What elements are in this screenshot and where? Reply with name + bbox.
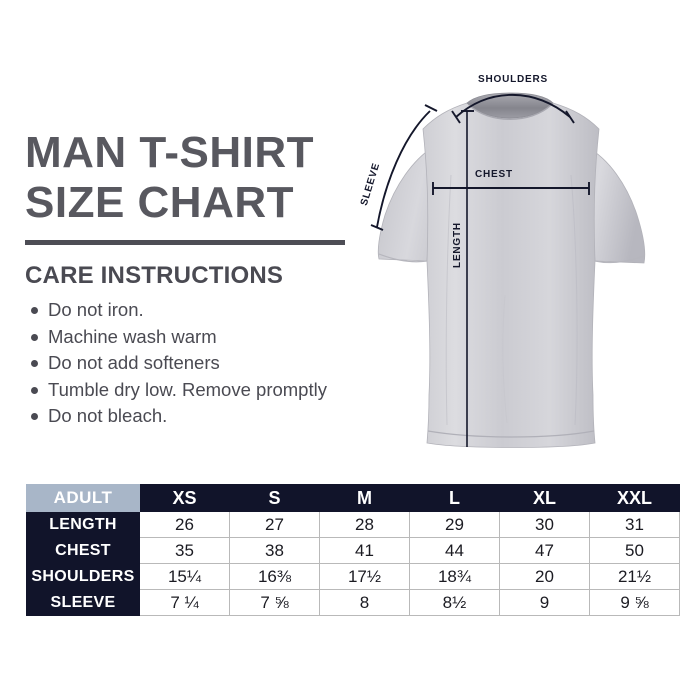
cell-sleeve-xxl: 9 ⅝ — [589, 589, 680, 616]
bullet-icon — [31, 307, 38, 314]
table-header-row: ADULT XS S M L XL XXL — [26, 484, 680, 512]
bullet-icon — [31, 413, 38, 420]
sleeve-measure-line — [376, 110, 431, 228]
cell-length-xl: 30 — [499, 511, 590, 538]
cell-shoulders-xs: 15¼ — [139, 563, 230, 590]
shoulders-measure-line — [455, 93, 571, 118]
cell-shoulders-l: 18¾ — [409, 563, 500, 590]
page-title-line-1: MAN T-SHIRT — [25, 128, 315, 177]
table-row: SLEEVE 7 ¼ 7 ⅝ 8 8½ 9 9 ⅝ — [26, 589, 680, 616]
right-sleeve-hem — [594, 255, 645, 264]
column-header-xxl: XXL — [589, 484, 680, 512]
column-header-l: L — [409, 484, 500, 512]
cell-length-xs: 26 — [139, 511, 230, 538]
cell-chest-s: 38 — [229, 537, 320, 564]
table-corner-label: ADULT — [26, 484, 140, 512]
cell-shoulders-m: 17½ — [319, 563, 410, 590]
cell-shoulders-xxl: 21½ — [589, 563, 680, 590]
tshirt-illustration — [377, 92, 646, 448]
list-item: Do not iron. — [25, 297, 370, 324]
table-row: LENGTH 26 27 28 29 30 31 — [26, 511, 680, 538]
bottom-hem — [427, 430, 595, 438]
cell-sleeve-l: 8½ — [409, 589, 500, 616]
bullet-icon — [31, 333, 38, 341]
page-title: MAN T-SHIRT SIZE CHART — [25, 128, 370, 228]
table-row: SHOULDERS 15¼ 16⅜ 17½ 18¾ 20 21½ — [26, 563, 680, 590]
cell-sleeve-xl: 9 — [499, 589, 590, 616]
size-chart-table: ADULT XS S M L XL XXL LENGTH 26 27 28 29… — [26, 484, 680, 616]
sleeve-label: SLEEVE — [359, 161, 382, 207]
row-label-shoulders: SHOULDERS — [26, 563, 140, 590]
cell-shoulders-xl: 20 — [499, 563, 590, 590]
list-item: Do not bleach. — [25, 403, 370, 430]
fabric-fold — [445, 174, 452, 426]
page-title-line-2: SIZE CHART — [25, 178, 294, 227]
fabric-fold — [502, 294, 508, 424]
neckline-seam — [468, 104, 552, 120]
care-instructions-heading: CARE INSTRUCTIONS — [25, 262, 284, 289]
chest-label: CHEST — [475, 169, 513, 180]
care-item-label: Do not add softeners — [48, 352, 220, 373]
sleeve-tick-top — [424, 104, 438, 112]
list-item: Tumble dry low. Remove promptly — [25, 377, 370, 404]
length-label: LENGTH — [452, 222, 463, 268]
cell-length-xxl: 31 — [589, 511, 680, 538]
list-item: Do not add softeners — [25, 350, 370, 377]
info-panel: MAN T-SHIRT SIZE CHART CARE INSTRUCTIONS… — [25, 128, 370, 430]
cell-sleeve-s: 7 ⅝ — [229, 589, 320, 616]
sleeve-tick-bottom — [370, 224, 384, 231]
care-item-label: Machine wash warm — [48, 325, 217, 347]
cell-chest-l: 44 — [409, 537, 500, 564]
care-item-label: Do not iron. — [48, 299, 144, 320]
column-header-xs: XS — [139, 484, 230, 512]
row-label-chest: CHEST — [26, 537, 140, 564]
row-label-sleeve: SLEEVE — [26, 589, 140, 616]
title-divider — [25, 240, 345, 245]
cell-shoulders-s: 16⅜ — [229, 563, 320, 590]
left-sleeve-hem — [378, 253, 428, 263]
cell-sleeve-m: 8 — [319, 589, 410, 616]
shoulders-label: SHOULDERS — [478, 74, 548, 85]
cell-length-l: 29 — [409, 511, 500, 538]
cell-chest-xs: 35 — [139, 537, 230, 564]
column-header-m: M — [319, 484, 410, 512]
cell-length-s: 27 — [229, 511, 320, 538]
care-item-label: Tumble dry low. Remove promptly — [48, 378, 327, 400]
column-header-xl: XL — [499, 484, 590, 512]
fabric-fold — [570, 174, 578, 426]
cell-sleeve-xs: 7 ¼ — [139, 589, 230, 616]
cell-chest-m: 41 — [319, 537, 410, 564]
cell-chest-xxl: 50 — [589, 537, 680, 564]
tshirt-diagram: SHOULDERS CHEST LENGTH SLEEVE — [355, 55, 685, 465]
shoulders-tick-right — [565, 110, 575, 124]
list-item: Machine wash warm — [25, 324, 370, 351]
row-label-length: LENGTH — [26, 511, 140, 538]
shirt-body — [422, 102, 600, 448]
bullet-icon — [31, 386, 38, 394]
cell-length-m: 28 — [319, 511, 410, 538]
care-item-label: Do not bleach. — [48, 405, 168, 426]
table-row: CHEST 35 38 41 44 47 50 — [26, 537, 680, 564]
shoulders-tick-left — [451, 110, 461, 124]
cell-chest-xl: 47 — [499, 537, 590, 564]
bullet-icon — [31, 360, 38, 367]
care-instructions-list: Do not iron. Machine wash warm Do not ad… — [25, 297, 370, 430]
column-header-s: S — [229, 484, 320, 512]
